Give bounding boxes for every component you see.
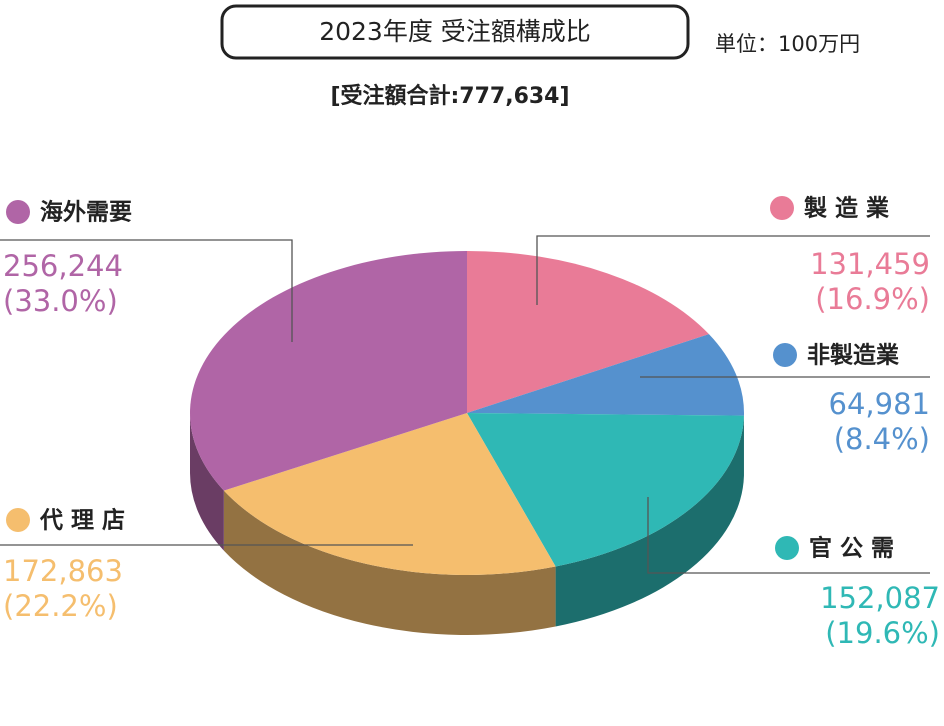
legend-dot: [6, 200, 30, 224]
slice-side: [223, 490, 556, 635]
category-label: 代 理 店: [39, 508, 125, 534]
slice: [467, 251, 709, 413]
legend-dot: [770, 196, 794, 220]
legend-dot: [6, 508, 30, 532]
legend-dot: [773, 343, 797, 367]
value-label: 131,459: [810, 247, 930, 281]
percent-label: (22.2%): [3, 589, 118, 623]
category-label: 海外需要: [40, 199, 132, 226]
title-box: [220, 4, 690, 60]
slice-side: [190, 413, 224, 551]
percent-label: (33.0%): [3, 284, 118, 318]
slice-side: [555, 415, 744, 627]
percent-label: (16.9%): [815, 282, 930, 316]
slice: [190, 251, 467, 491]
slice: [467, 413, 744, 567]
chart-title: 2023年度 受注額構成比: [319, 17, 591, 46]
value-label: 256,244: [3, 249, 123, 283]
category-label: 非製造業: [807, 342, 900, 369]
value-label: 64,981: [829, 387, 930, 421]
leader-line: [647, 497, 930, 574]
slice: [467, 334, 744, 416]
category-label: 製 造 業: [803, 195, 890, 222]
percent-label: (19.6%): [825, 616, 940, 650]
unit-label: 単位：100万円: [715, 32, 860, 56]
percent-label: (8.4%): [834, 422, 930, 456]
leader-line: [0, 239, 293, 342]
category-label: 官 公 需: [809, 535, 894, 562]
slice: [223, 413, 556, 575]
subtitle: [受注額合計:777,634]: [330, 83, 569, 109]
value-label: 172,863: [3, 554, 123, 588]
leader-line: [536, 235, 930, 305]
legend-dot: [775, 536, 799, 560]
value-label: 152,087: [820, 581, 940, 615]
